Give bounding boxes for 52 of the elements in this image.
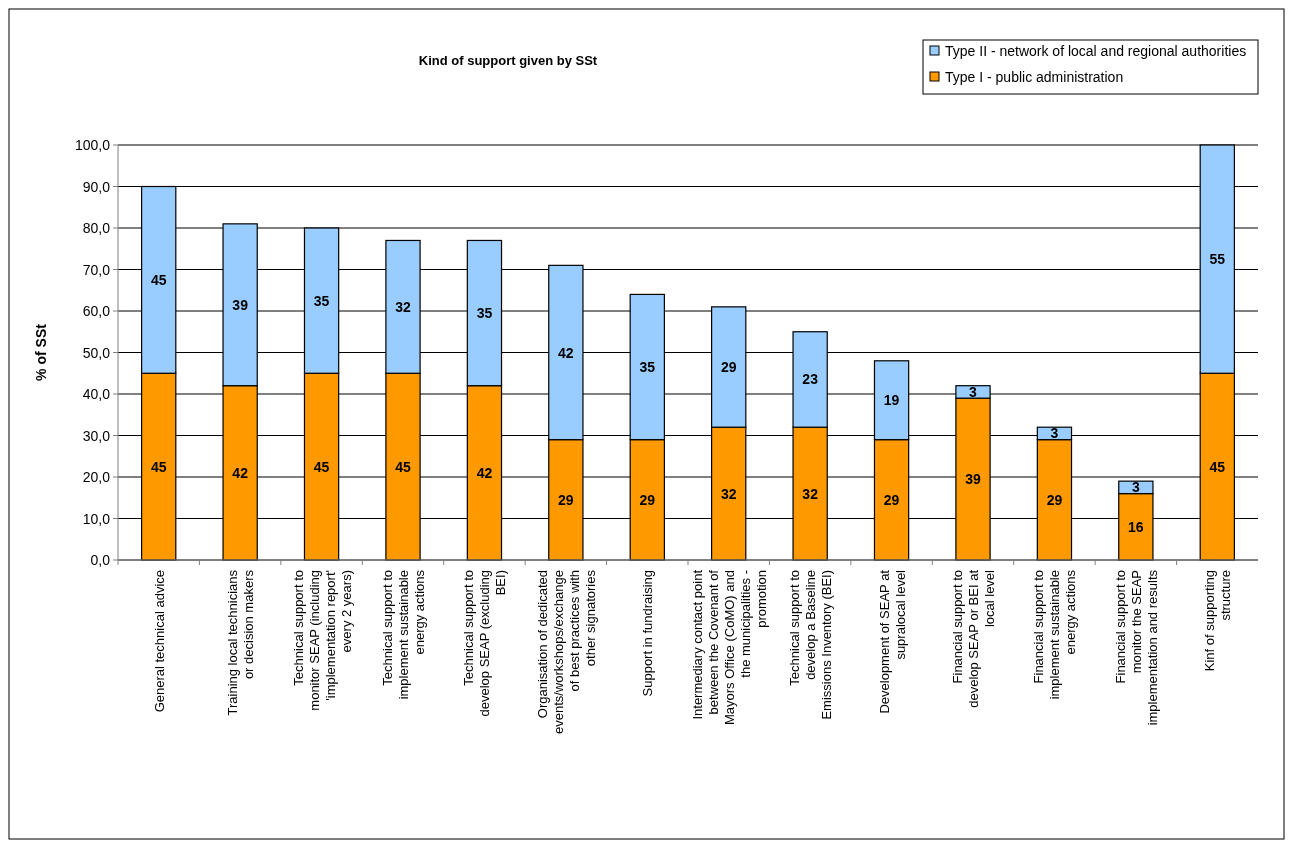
data-label: 23 (802, 371, 819, 388)
y-tick-label: 0,0 (90, 552, 111, 568)
y-tick-label: 40,0 (82, 386, 111, 402)
data-label: 39 (965, 471, 981, 488)
x-tick-label: Financial support to develop SEAP or BEI at local level (950, 569, 997, 708)
x-tick-label: Technical support to develop SEAP (excluding BEI) (461, 570, 509, 717)
data-label: 45 (1209, 458, 1226, 475)
y-tick-label: 50,0 (82, 344, 111, 361)
x-tick-label: Technical support to monitor SEAP (including 'implementation report' every 2 years) (290, 570, 354, 711)
data-label: 29 (639, 491, 656, 508)
x-tick-label: Training local technicians or decision makers (225, 569, 257, 716)
legend-label: Type I - public administration (945, 69, 1124, 85)
data-label: 42 (558, 344, 574, 361)
y-tick-label: 90,0 (82, 178, 111, 195)
data-label: 3 (969, 383, 978, 400)
x-tick-label: Support in fundraising (640, 570, 656, 697)
data-label: 45 (150, 458, 167, 475)
data-label: 55 (1209, 251, 1226, 268)
data-label: 35 (639, 359, 656, 376)
data-label: 29 (883, 491, 900, 508)
data-label: 42 (232, 464, 249, 481)
data-label: 32 (395, 298, 411, 315)
data-label: 35 (313, 292, 330, 309)
y-tick-label: 80,0 (82, 220, 111, 236)
legend-label: Type II - network of local and regional authorities (945, 43, 1247, 59)
data-label: 32 (802, 485, 819, 502)
chart-title: Kind of support given by SSt (418, 53, 598, 68)
x-tick-label: Kinf of supporting structure (1202, 570, 1234, 672)
data-label: 29 (558, 491, 574, 508)
x-tick-label: General technical advice (151, 570, 167, 713)
y-tick-label: 60,0 (82, 303, 111, 319)
x-tick-label: Technical support to develop a Baseline Emissions Inventory (BEI) (787, 570, 835, 720)
y-tick-label: 10,0 (82, 510, 111, 527)
y-tick-label: 70,0 (82, 261, 111, 278)
data-label: 3 (1131, 479, 1140, 496)
y-tick-label: 20,0 (82, 469, 111, 485)
y-axis-title: % of SSt (33, 323, 49, 381)
data-label: 45 (313, 458, 330, 475)
y-tick-label: 100,0 (74, 137, 111, 153)
data-label: 32 (720, 485, 737, 502)
data-label: 19 (883, 392, 900, 409)
data-label: 29 (1046, 491, 1063, 508)
data-label: 29 (720, 359, 737, 376)
data-label: 42 (476, 464, 493, 481)
data-label: 35 (476, 305, 493, 322)
data-label: 39 (232, 296, 249, 313)
x-tick-label: Intermediary contact point between the Covenant of Mayors Office (CoMO) and the municipalities - promotion (689, 569, 769, 726)
y-tick-label: 30,0 (82, 427, 111, 444)
data-label: 45 (395, 458, 411, 475)
data-label: 16 (1128, 518, 1144, 535)
data-label: 3 (1050, 425, 1059, 442)
data-label: 45 (150, 271, 167, 288)
